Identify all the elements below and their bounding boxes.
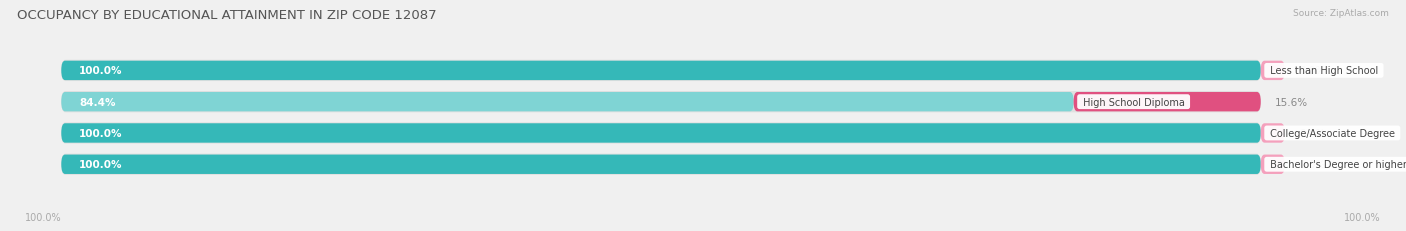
FancyBboxPatch shape	[1074, 93, 1261, 112]
Text: College/Associate Degree: College/Associate Degree	[1267, 128, 1398, 138]
Text: Source: ZipAtlas.com: Source: ZipAtlas.com	[1294, 9, 1389, 18]
FancyBboxPatch shape	[1261, 155, 1285, 174]
FancyBboxPatch shape	[62, 123, 1261, 144]
FancyBboxPatch shape	[62, 61, 1261, 81]
FancyBboxPatch shape	[62, 124, 1261, 143]
Text: 100.0%: 100.0%	[25, 212, 62, 222]
Text: 0.0%: 0.0%	[1299, 128, 1326, 138]
FancyBboxPatch shape	[62, 61, 1261, 82]
FancyBboxPatch shape	[62, 92, 1261, 113]
Text: High School Diploma: High School Diploma	[1080, 97, 1188, 107]
Text: 100.0%: 100.0%	[79, 128, 122, 138]
Text: 0.0%: 0.0%	[1299, 160, 1326, 170]
Text: 0.0%: 0.0%	[1299, 66, 1326, 76]
Text: Bachelor's Degree or higher: Bachelor's Degree or higher	[1267, 160, 1406, 170]
Text: 100.0%: 100.0%	[1344, 212, 1381, 222]
Text: 100.0%: 100.0%	[79, 160, 122, 170]
Text: 84.4%: 84.4%	[79, 97, 115, 107]
Text: 100.0%: 100.0%	[79, 66, 122, 76]
FancyBboxPatch shape	[62, 93, 1074, 112]
FancyBboxPatch shape	[62, 155, 1261, 174]
Text: 15.6%: 15.6%	[1275, 97, 1308, 107]
Text: Less than High School: Less than High School	[1267, 66, 1381, 76]
FancyBboxPatch shape	[1261, 61, 1285, 81]
Text: OCCUPANCY BY EDUCATIONAL ATTAINMENT IN ZIP CODE 12087: OCCUPANCY BY EDUCATIONAL ATTAINMENT IN Z…	[17, 9, 436, 22]
FancyBboxPatch shape	[62, 154, 1261, 175]
FancyBboxPatch shape	[1261, 124, 1285, 143]
